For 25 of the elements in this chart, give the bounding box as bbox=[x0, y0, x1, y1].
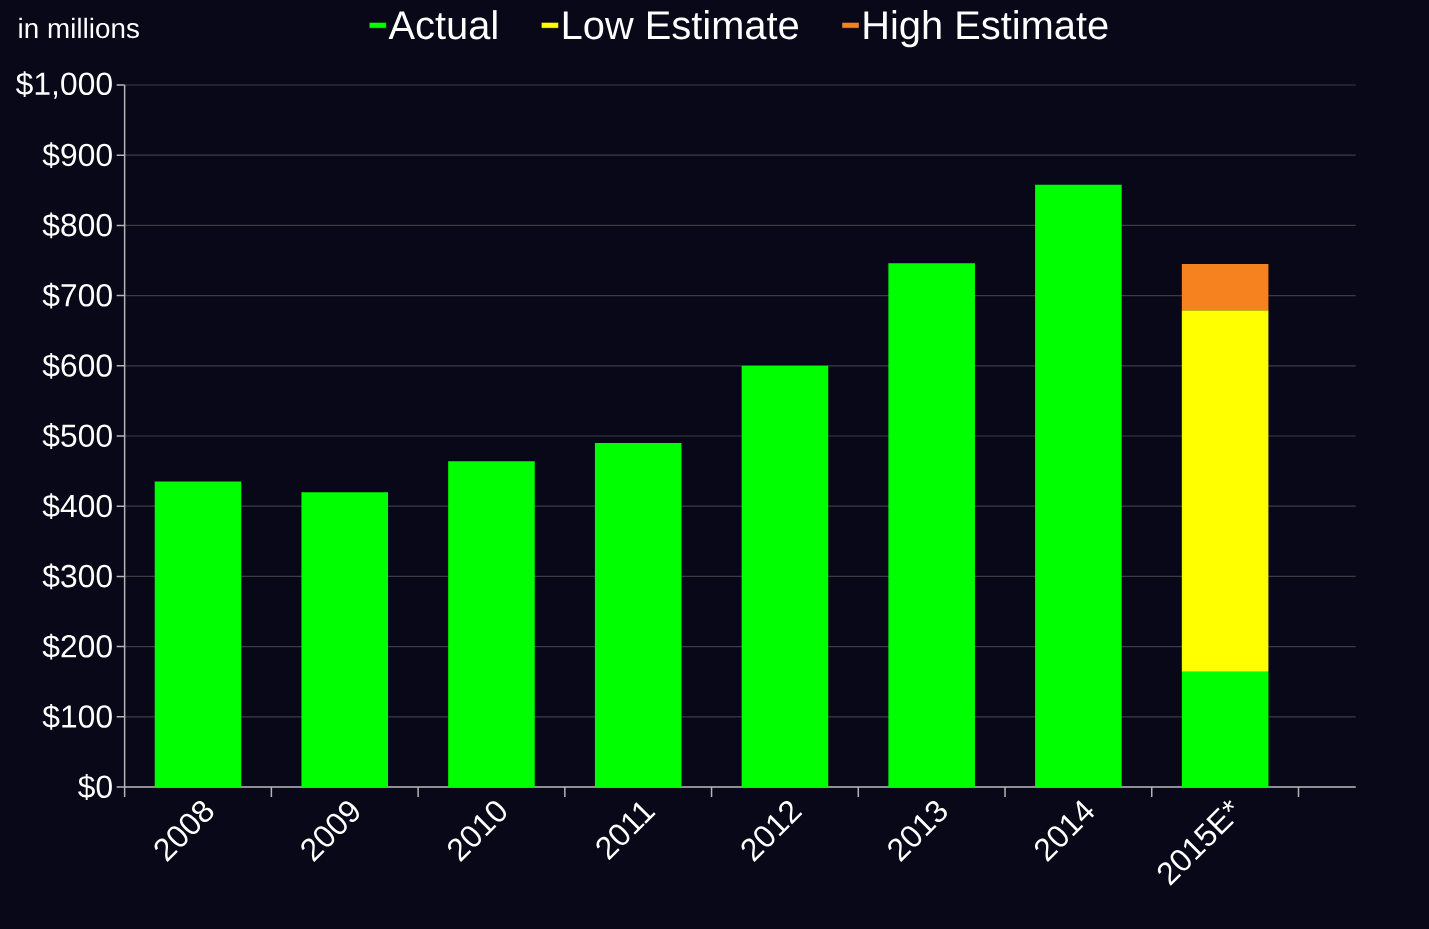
bar bbox=[1181, 310, 1269, 672]
y-tick-label: $800 bbox=[42, 212, 112, 239]
y-tick-label: $200 bbox=[42, 633, 112, 660]
legend-label: Low Estimate bbox=[563, 10, 798, 40]
legend-label: Actual bbox=[388, 10, 497, 40]
bar bbox=[594, 443, 682, 787]
y-tick-label: $700 bbox=[42, 282, 112, 309]
bar bbox=[888, 263, 975, 787]
y-tick-label: $900 bbox=[42, 142, 112, 169]
bar bbox=[741, 365, 829, 787]
y-tick-label: $600 bbox=[42, 352, 112, 379]
legend-label: High Estimate bbox=[864, 10, 1108, 48]
bar bbox=[448, 461, 535, 787]
text: in millions bbox=[19, 17, 139, 39]
y-tick-label: $100 bbox=[42, 703, 112, 730]
y-tick-label: $0 bbox=[78, 774, 112, 800]
bar bbox=[301, 492, 389, 787]
bar bbox=[1181, 671, 1269, 787]
y-tick-label: $400 bbox=[42, 493, 112, 520]
y-tick-label: $300 bbox=[42, 563, 112, 590]
y-tick-label: $1,000 bbox=[15, 71, 112, 99]
y-tick-label: $500 bbox=[42, 423, 112, 449]
bar bbox=[154, 481, 242, 787]
bar bbox=[1035, 184, 1122, 787]
bar bbox=[1181, 264, 1269, 311]
